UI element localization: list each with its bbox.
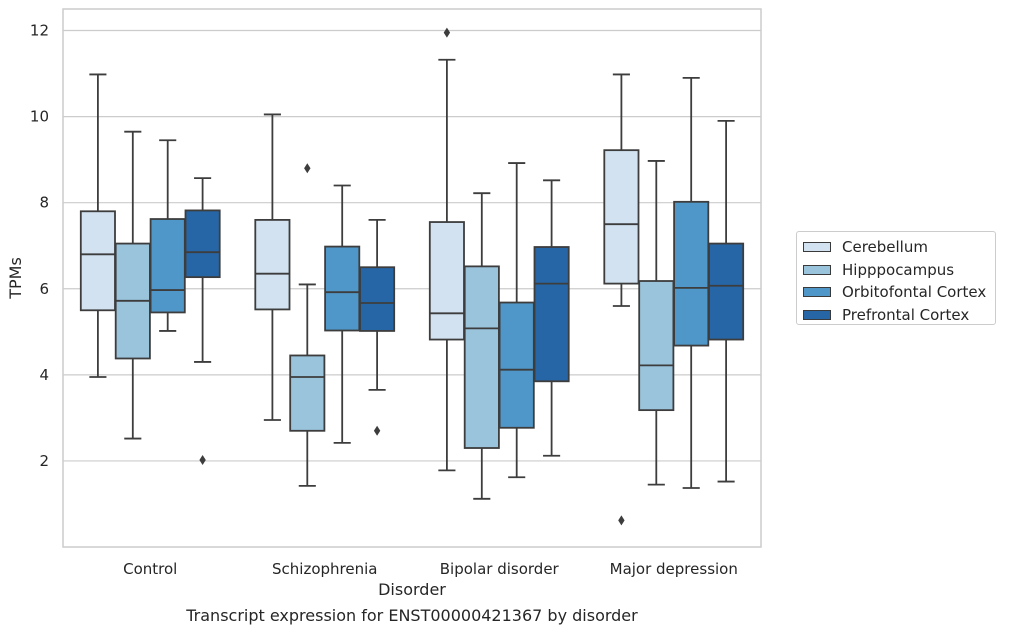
x-axis-label: Disorder — [378, 580, 446, 599]
chart-caption: Transcript expression for ENST0000042136… — [186, 606, 638, 625]
box-orbitofontal-cortex — [498, 162, 535, 479]
box-cerebellum — [428, 27, 465, 472]
box-iqr — [533, 246, 570, 383]
box-hipppocampus — [638, 160, 675, 486]
box-iqr — [324, 245, 361, 332]
legend-item-orbitofrontal: Orbitofontal Cortex — [803, 281, 995, 304]
box-iqr — [708, 242, 745, 341]
outlier-point — [443, 27, 451, 38]
box-cerebellum — [254, 113, 291, 421]
box-orbitofontal-cortex — [149, 139, 186, 332]
tick-labels: 2 4 6 8 10 12 Control Schizophrenia Bipolar diso… — [30, 22, 738, 578]
box-prefrontal-cortex — [359, 218, 396, 436]
legend-label: Orbitofontal Cortex — [842, 283, 987, 302]
x-tick-label: Control — [123, 560, 177, 578]
legend-label: Cerebellum — [842, 238, 928, 257]
legend-item-cerebellum: Cerebellum — [803, 236, 995, 259]
legend-swatch — [803, 287, 831, 298]
box-iqr — [498, 301, 535, 429]
x-tick-label: Schizophrenia — [272, 560, 377, 578]
legend-label: Hipppocampus — [842, 260, 955, 279]
legend-label: Prefrontal Cortex — [842, 305, 970, 324]
y-tick-label: 2 — [39, 452, 49, 470]
box-iqr — [463, 265, 500, 449]
x-tick-label: Bipolar disorder — [440, 560, 560, 578]
box-prefrontal-cortex — [708, 120, 745, 483]
legend-item-hippocampus: Hipppocampus — [803, 259, 995, 282]
box-iqr — [673, 200, 710, 347]
box-iqr — [79, 210, 116, 312]
box-cerebellum — [603, 73, 640, 526]
legend-item-prefrontal: Prefrontal Cortex — [803, 304, 995, 327]
box-iqr — [184, 209, 221, 279]
box-group — [79, 27, 745, 526]
y-tick-label: 8 — [39, 194, 49, 212]
box-hipppocampus — [463, 192, 500, 500]
legend: Cerebellum Hipppocampus Orbitofontal Cor… — [796, 231, 996, 325]
box-cerebellum — [79, 73, 116, 378]
plot-frame — [62, 8, 762, 548]
box-orbitofontal-cortex — [324, 184, 361, 444]
box-iqr — [428, 221, 465, 341]
outlier-point — [199, 455, 206, 466]
box-prefrontal-cortex — [533, 179, 570, 457]
y-tick-label: 4 — [39, 366, 49, 384]
box-iqr — [254, 218, 291, 311]
legend-swatch — [803, 242, 831, 253]
box-iqr — [603, 149, 640, 285]
box-hipppocampus — [289, 163, 326, 487]
outlier-point — [618, 515, 625, 526]
outlier-point — [304, 163, 311, 174]
box-orbitofontal-cortex — [673, 76, 710, 489]
y-tick-label: 10 — [30, 108, 49, 126]
outlier-point — [373, 425, 381, 436]
box-prefrontal-cortex — [184, 177, 221, 466]
x-tick-label: Major depression — [610, 560, 738, 578]
y-tick-label: 6 — [39, 280, 49, 298]
y-tick-label: 12 — [30, 22, 49, 40]
box-iqr — [149, 218, 186, 314]
box-iqr — [359, 266, 396, 332]
box-hipppocampus — [114, 130, 151, 440]
box-iqr — [289, 354, 326, 432]
box-iqr — [638, 280, 675, 412]
legend-swatch — [803, 264, 831, 275]
y-axis-label: TPMs — [6, 257, 25, 300]
legend-swatch — [803, 309, 831, 320]
